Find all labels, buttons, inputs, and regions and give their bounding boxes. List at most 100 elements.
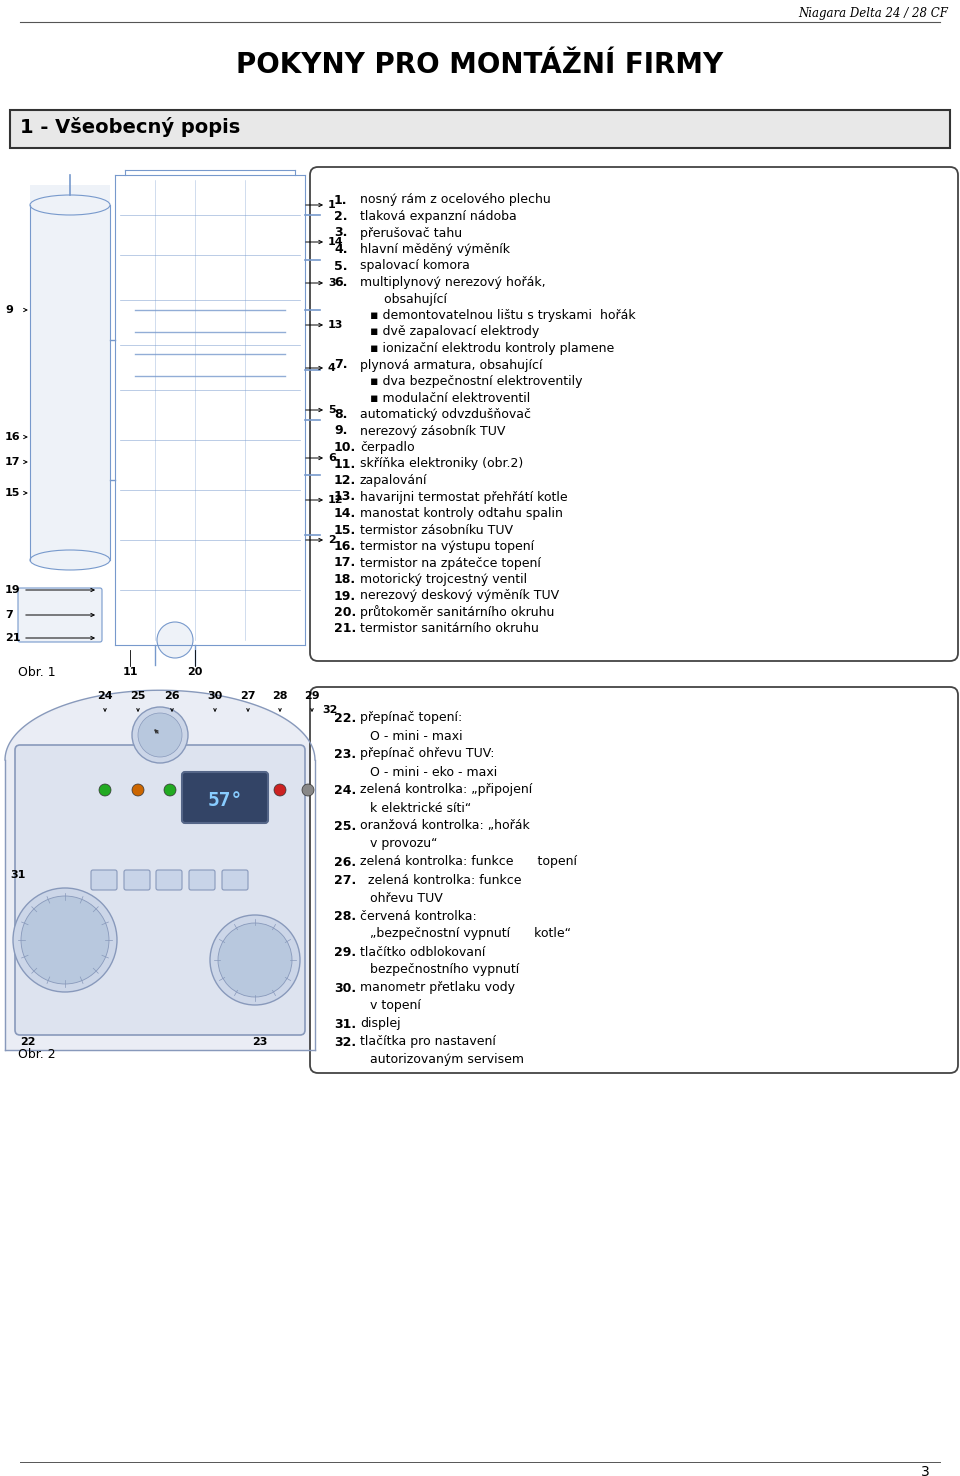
Text: manometr přetlaku vody: manometr přetlaku vody	[360, 982, 515, 995]
FancyBboxPatch shape	[91, 869, 117, 890]
Text: displej: displej	[360, 1017, 400, 1030]
Text: termistor na zpátečce topení: termistor na zpátečce topení	[360, 556, 540, 570]
Text: 27: 27	[240, 691, 255, 701]
Text: 29: 29	[304, 691, 320, 701]
Text: multiplynový nerezový hořák,: multiplynový nerezový hořák,	[360, 276, 545, 289]
Text: 25: 25	[131, 691, 146, 701]
Text: 25.: 25.	[334, 819, 356, 832]
Text: 31.: 31.	[334, 1017, 356, 1030]
Text: 17.: 17.	[334, 556, 356, 570]
Ellipse shape	[30, 195, 110, 215]
Text: spalovací komora: spalovací komora	[360, 260, 469, 273]
Text: 22.: 22.	[334, 711, 356, 725]
FancyBboxPatch shape	[310, 167, 958, 661]
Circle shape	[132, 707, 188, 763]
FancyBboxPatch shape	[30, 184, 110, 559]
Text: obsahující: obsahující	[360, 292, 447, 306]
Text: „bezpečnostní vypnutí      kotle“: „bezpečnostní vypnutí kotle“	[370, 927, 571, 940]
Text: tlaková expanzní nádoba: tlaková expanzní nádoba	[360, 210, 516, 223]
Text: 16: 16	[5, 432, 20, 441]
Text: 17: 17	[5, 458, 20, 466]
Text: zelená kontrolka: funkce: zelená kontrolka: funkce	[360, 874, 521, 887]
Text: 8.: 8.	[334, 407, 348, 421]
Text: nosný rám z ocelového plechu: nosný rám z ocelového plechu	[360, 193, 551, 207]
Text: hlavní měděný výměník: hlavní měděný výměník	[360, 244, 510, 255]
Text: ▪ demontovatelnou lištu s tryskami  hořák: ▪ demontovatelnou lištu s tryskami hořák	[370, 308, 636, 322]
Text: 10.: 10.	[334, 441, 356, 455]
Text: 7: 7	[5, 610, 12, 620]
Circle shape	[157, 621, 193, 658]
Text: 6.: 6.	[334, 276, 348, 289]
Text: 13.: 13.	[334, 490, 356, 503]
Text: přerušovač tahu: přerušovač tahu	[360, 226, 462, 239]
FancyBboxPatch shape	[15, 745, 305, 1035]
Text: 26: 26	[164, 691, 180, 701]
Text: nerezový zásobník TUV: nerezový zásobník TUV	[360, 425, 505, 437]
Text: 1 - Všeobecný popis: 1 - Všeobecný popis	[20, 117, 240, 137]
Text: termistor zásobníku TUV: termistor zásobníku TUV	[360, 524, 513, 536]
Text: automatický odvzdušňovač: automatický odvzdušňovač	[360, 407, 531, 421]
FancyBboxPatch shape	[18, 587, 102, 642]
Text: 3.: 3.	[334, 226, 348, 239]
Text: zelená kontrolka: „připojení: zelená kontrolka: „připojení	[360, 784, 532, 797]
Text: autorizovaným servisem: autorizovaným servisem	[370, 1054, 524, 1067]
Text: přepínač ohřevu TUV:: přepínač ohřevu TUV:	[360, 747, 494, 760]
Text: průtokoměr sanitárního okruhu: průtokoměr sanitárního okruhu	[360, 605, 554, 620]
Text: k elektrické síti“: k elektrické síti“	[370, 801, 471, 815]
Text: 28.: 28.	[334, 909, 356, 922]
Text: 32: 32	[323, 706, 338, 714]
Text: 21: 21	[5, 633, 20, 644]
Text: 24: 24	[97, 691, 113, 701]
FancyBboxPatch shape	[189, 869, 215, 890]
Text: 31: 31	[11, 869, 26, 880]
Text: Niagara Delta 24 / 28 CF: Niagara Delta 24 / 28 CF	[798, 7, 948, 21]
Text: havarijni termostat přehřátí kotle: havarijni termostat přehřátí kotle	[360, 490, 567, 503]
Text: 2: 2	[328, 534, 336, 545]
Text: 13: 13	[328, 320, 344, 331]
Text: 12.: 12.	[334, 474, 356, 487]
Text: nerezový deskový výměník TUV: nerezový deskový výměník TUV	[360, 589, 559, 602]
Text: 5.: 5.	[334, 260, 348, 273]
Text: 15.: 15.	[334, 524, 356, 536]
Text: 14.: 14.	[334, 506, 356, 520]
Text: 1.: 1.	[334, 193, 348, 207]
Text: O - mini - maxi: O - mini - maxi	[370, 729, 463, 742]
FancyBboxPatch shape	[310, 686, 958, 1073]
Text: POKYNY PRO MONTÁŽNÍ FIRMY: POKYNY PRO MONTÁŽNÍ FIRMY	[236, 52, 724, 80]
Text: 4.: 4.	[334, 244, 348, 255]
FancyBboxPatch shape	[124, 869, 150, 890]
Text: 9.: 9.	[334, 425, 348, 437]
Text: 30.: 30.	[334, 982, 356, 995]
Ellipse shape	[30, 551, 110, 570]
Text: manostat kontroly odtahu spalin: manostat kontroly odtahu spalin	[360, 506, 563, 520]
Circle shape	[132, 784, 144, 796]
Text: 15: 15	[5, 489, 20, 497]
Text: tlačítko odblokovaní: tlačítko odblokovaní	[360, 946, 486, 958]
FancyBboxPatch shape	[182, 772, 268, 824]
Text: 4: 4	[328, 363, 336, 373]
Text: v topení: v topení	[370, 999, 420, 1013]
Text: zapalování: zapalování	[360, 474, 427, 487]
Circle shape	[21, 896, 109, 984]
Text: plynová armatura, obsahující: plynová armatura, obsahující	[360, 359, 542, 372]
Circle shape	[302, 784, 314, 796]
Text: 6: 6	[328, 453, 336, 463]
Text: 27.: 27.	[334, 874, 356, 887]
Text: červená kontrolka:: červená kontrolka:	[360, 909, 477, 922]
Text: 2.: 2.	[334, 210, 348, 223]
Circle shape	[164, 784, 176, 796]
Text: tlačítka pro nastavení: tlačítka pro nastavení	[360, 1036, 496, 1048]
Text: 3: 3	[922, 1466, 930, 1476]
Text: 28: 28	[273, 691, 288, 701]
Text: bezpečnostního vypnutí: bezpečnostního vypnutí	[370, 964, 519, 977]
Text: ▪ dvě zapalovací elektrody: ▪ dvě zapalovací elektrody	[370, 326, 540, 338]
Text: 16.: 16.	[334, 540, 356, 554]
Circle shape	[210, 915, 300, 1005]
Text: 23.: 23.	[334, 747, 356, 760]
Text: 7.: 7.	[334, 359, 348, 372]
Text: motorický trojcestný ventil: motorický trojcestný ventil	[360, 573, 527, 586]
Circle shape	[138, 713, 182, 757]
Text: termistor sanitárního okruhu: termistor sanitárního okruhu	[360, 623, 539, 636]
Text: čerpadlo: čerpadlo	[360, 441, 415, 455]
Text: 19: 19	[5, 584, 20, 595]
